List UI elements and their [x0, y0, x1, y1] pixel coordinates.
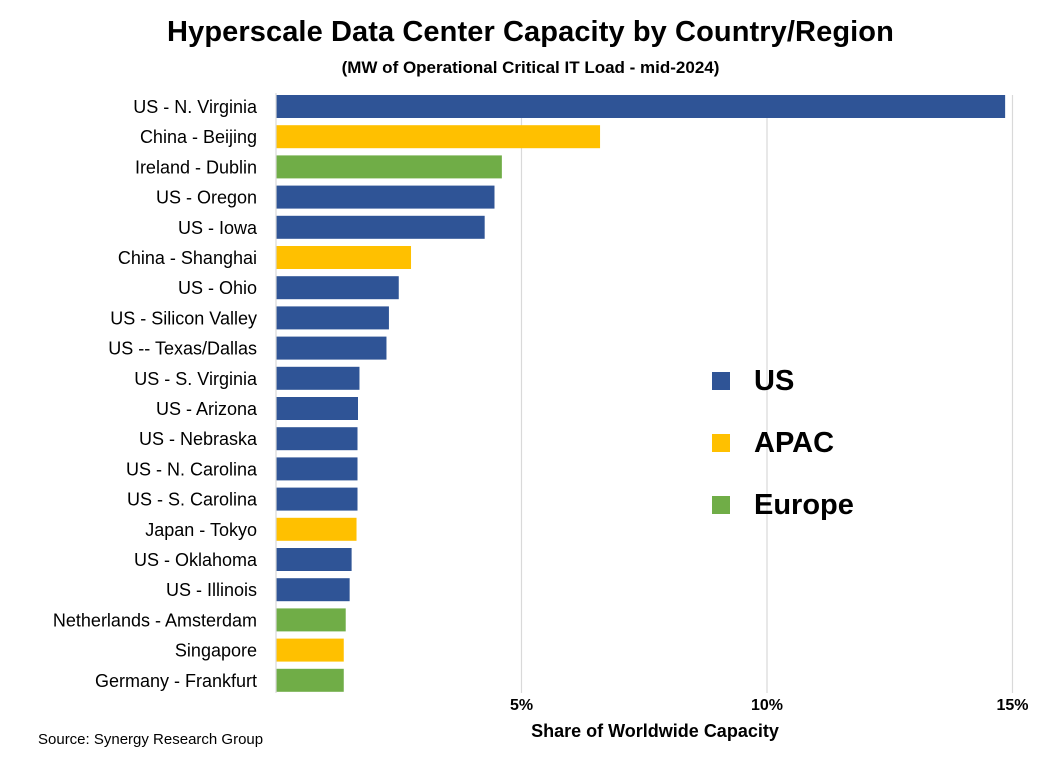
y-category-label: US - Nebraska [139, 429, 258, 449]
y-category-label: US - Silicon Valley [110, 308, 257, 328]
y-category-label: China - Beijing [140, 127, 257, 147]
bar [276, 95, 1006, 118]
x-axis-label: Share of Worldwide Capacity [531, 721, 779, 741]
y-category-label: US - Oklahoma [134, 550, 258, 570]
legend-swatch-apac [712, 434, 730, 452]
bar [276, 548, 352, 571]
legend-label-us: US [754, 364, 795, 397]
x-tick-label: 10% [751, 697, 783, 714]
y-category-label: US - Arizona [156, 399, 258, 419]
y-category-label: US - N. Carolina [126, 459, 258, 479]
bar [276, 668, 344, 692]
bar [276, 517, 357, 541]
y-category-label: US - N. Virginia [133, 97, 258, 117]
bar [276, 306, 389, 330]
y-category-label: US - S. Carolina [127, 490, 258, 510]
bar [276, 215, 485, 239]
x-tick-label: 15% [996, 697, 1028, 714]
y-category-label: Singapore [175, 641, 257, 661]
legend-item-europe: Europe [712, 474, 854, 536]
chart-title: Hyperscale Data Center Capacity by Count… [167, 16, 894, 48]
y-category-label: US - Illinois [166, 580, 257, 600]
bar [276, 276, 399, 300]
chart-legend: US APAC Europe [712, 350, 854, 536]
source-note: Source: Synergy Research Group [38, 731, 264, 748]
y-category-label: US - S. Virginia [134, 369, 258, 389]
y-category-label: Netherlands - Amsterdam [53, 610, 257, 630]
legend-item-us: US [712, 350, 854, 412]
bar [276, 397, 358, 420]
bar [276, 246, 412, 269]
bar [276, 487, 358, 511]
legend-label-apac: APAC [754, 426, 835, 459]
y-category-label: Germany - Frankfurt [95, 671, 257, 691]
bar [276, 366, 360, 390]
y-category-label: US - Oregon [156, 188, 257, 208]
y-category-label: Ireland - Dublin [135, 157, 257, 177]
bar [276, 185, 495, 209]
y-category-label: US - Ohio [178, 278, 257, 298]
legend-item-apac: APAC [712, 412, 854, 474]
bar [276, 638, 344, 662]
chart-subtitle: (MW of Operational Critical IT Load - mi… [341, 58, 720, 77]
y-category-label: US -- Texas/Dallas [108, 339, 257, 359]
bar [276, 125, 601, 149]
bar [276, 578, 350, 602]
legend-label-europe: Europe [754, 488, 854, 521]
legend-swatch-europe [712, 496, 730, 514]
x-tick-label: 5% [510, 697, 533, 714]
bar [276, 457, 358, 481]
bar [276, 336, 387, 360]
bar [276, 155, 502, 179]
y-category-label: China - Shanghai [118, 248, 257, 268]
y-category-label: US - Iowa [178, 218, 258, 238]
bar [276, 427, 358, 451]
y-category-label: Japan - Tokyo [145, 520, 257, 540]
legend-swatch-us [712, 372, 730, 390]
bar [276, 608, 346, 632]
